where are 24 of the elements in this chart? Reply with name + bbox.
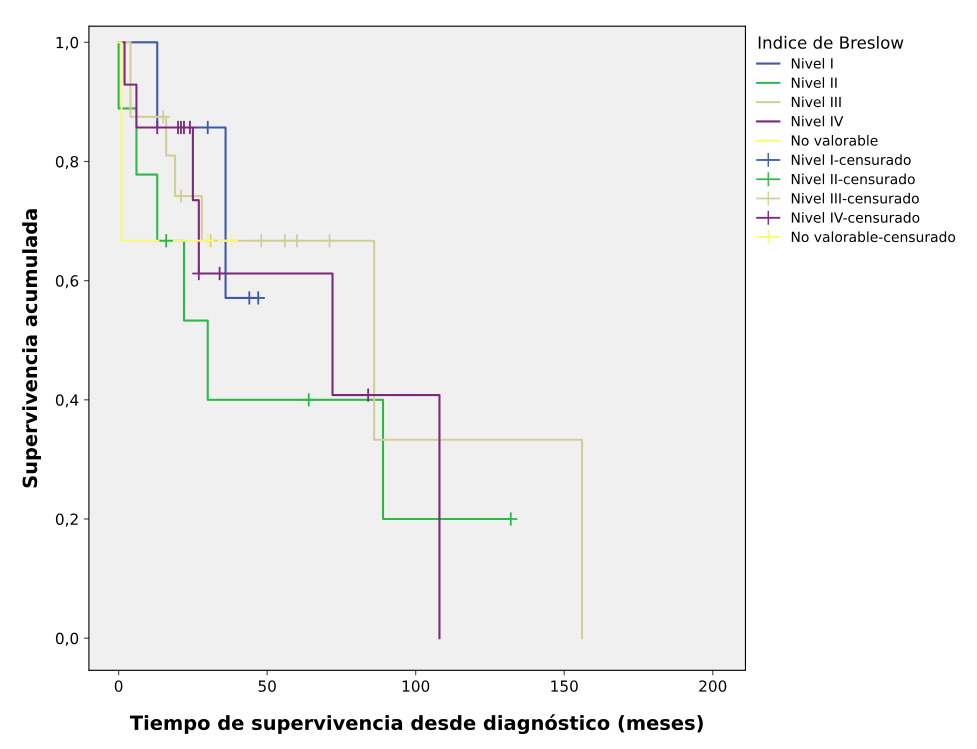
x-tick-label: 100: [402, 680, 430, 692]
y-tick-label: 0,6: [56, 275, 78, 288]
y-tick-label: 0,8: [56, 156, 78, 170]
x-tick-label: 50: [258, 680, 276, 692]
legend-title: Indice de Breslow: [758, 36, 904, 49]
y-tick-label: 1,0: [56, 36, 78, 50]
legend-label: Nivel I-censurado: [792, 154, 911, 166]
legend-label: No valorable-censurado: [792, 231, 956, 242]
legend-label: Nivel I: [792, 58, 832, 69]
y-tick-label: 0,0: [56, 632, 78, 646]
y-tick-label: 0,2: [56, 513, 78, 527]
legend-label: Nivel III: [792, 96, 841, 108]
legend-label: Nivel IV: [792, 116, 844, 126]
x-tick-label: 200: [699, 680, 726, 692]
x-tick-label: 150: [551, 680, 578, 692]
x-axis-title: Tiempo de supervivencia desde diagnóstico (meses): [130, 714, 703, 734]
legend-label: Nivel II-censurado: [792, 174, 915, 184]
legend-label: No valorable: [792, 135, 878, 146]
y-axis-title: Supervivencia acumulada: [22, 209, 41, 488]
legend-label: Nivel II: [792, 77, 837, 88]
y-tick-label: 0,4: [56, 394, 78, 408]
legend-label: Nivel IV-censurado: [792, 212, 920, 223]
x-tick-label: 0: [114, 680, 122, 692]
legend-label: Nivel III-censurado: [792, 192, 919, 204]
